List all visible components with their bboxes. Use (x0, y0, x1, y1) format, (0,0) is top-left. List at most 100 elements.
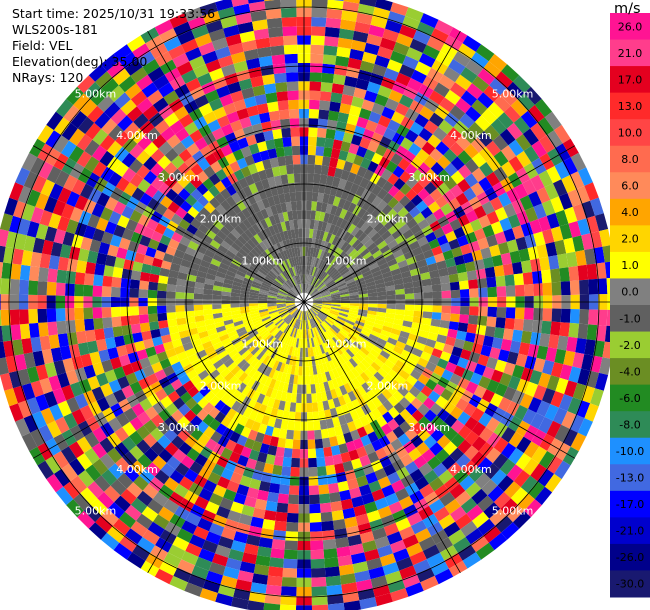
velocity-gate (382, 562, 400, 576)
velocity-gate (346, 478, 359, 490)
velocity-gate (343, 210, 353, 222)
velocity-gate (323, 446, 333, 457)
velocity-gate (337, 480, 350, 492)
velocity-gate (568, 221, 582, 238)
velocity-gate (471, 421, 486, 437)
velocity-gate (348, 449, 360, 461)
velocity-gate (423, 435, 437, 449)
velocity-gate (354, 570, 371, 583)
velocity-gate (313, 303, 323, 306)
velocity-gate (359, 248, 370, 258)
velocity-gate (420, 351, 432, 362)
velocity-gate (428, 201, 441, 214)
velocity-gate (442, 401, 456, 414)
velocity-gate (405, 188, 418, 201)
velocity-gate (533, 308, 543, 321)
velocity-gate (558, 394, 573, 412)
velocity-gate (506, 81, 525, 100)
velocity-gate (331, 378, 340, 389)
velocity-gate (360, 434, 372, 447)
velocity-gate (440, 312, 451, 322)
velocity-gate (321, 221, 328, 232)
velocity-gate (420, 385, 433, 398)
velocity-gate (414, 476, 429, 491)
velocity-gate (538, 216, 551, 232)
velocity-gate (493, 150, 509, 167)
velocity-gate (309, 228, 314, 239)
velocity-gate (353, 323, 364, 330)
velocity-gate (595, 213, 609, 232)
velocity-gate (434, 568, 454, 585)
velocity-gate (429, 269, 440, 279)
velocity-gate (325, 232, 333, 243)
velocity-gate (508, 447, 524, 465)
velocity-gate (350, 251, 360, 261)
velocity-gate (308, 338, 313, 348)
velocity-gate (368, 480, 382, 493)
velocity-gate (354, 352, 364, 362)
velocity-gate (409, 551, 427, 566)
velocity-gate (477, 354, 490, 367)
velocity-gate (352, 215, 362, 227)
velocity-gate (538, 416, 553, 434)
velocity-gate (380, 363, 392, 374)
velocity-gate (483, 502, 501, 519)
velocity-gate (447, 265, 458, 276)
velocity-gate (494, 359, 507, 373)
velocity-gate (527, 343, 540, 358)
velocity-gate (449, 281, 460, 291)
velocity-gate (448, 354, 461, 366)
velocity-gate (343, 351, 352, 361)
velocity-gate (309, 374, 315, 385)
velocity-gate (560, 308, 571, 323)
velocity-gate (488, 532, 508, 551)
velocity-gate (444, 476, 460, 492)
velocity-gate (410, 434, 424, 448)
velocity-gate (356, 446, 368, 459)
velocity-gate (326, 8, 343, 20)
velocity-gate (517, 93, 535, 111)
velocity-gate (501, 442, 517, 459)
velocity-gate (322, 297, 332, 300)
velocity-gate (449, 82, 467, 98)
velocity-gate (384, 317, 395, 324)
velocity-gate (372, 6, 391, 20)
velocity-gate (429, 112, 444, 127)
velocity-gate (391, 229, 403, 240)
velocity-gate (377, 240, 388, 250)
velocity-gate (437, 169, 451, 183)
velocity-gate (491, 337, 503, 350)
velocity-gate (413, 559, 431, 574)
velocity-gate (319, 240, 326, 250)
velocity-gate (351, 399, 361, 410)
velocity-gate (368, 296, 378, 301)
velocity-gate (541, 269, 552, 284)
velocity-gate (364, 548, 380, 562)
velocity-gate (468, 351, 481, 364)
velocity-gate (413, 135, 428, 149)
velocity-gate (395, 340, 406, 350)
velocity-gate (328, 254, 336, 265)
colorbar-tick-label: 8.0 (621, 153, 639, 166)
velocity-gate (312, 297, 323, 301)
velocity-gate (445, 230, 457, 243)
velocity-gate (501, 64, 520, 82)
velocity-gate (311, 307, 319, 314)
velocity-gate (413, 30, 431, 45)
velocity-gate (434, 19, 454, 36)
velocity-gate (402, 573, 421, 589)
velocity-gate (469, 288, 479, 298)
velocity-gate (403, 440, 416, 454)
velocity-gate (518, 248, 531, 262)
velocity-gate (553, 407, 568, 425)
velocity-gate (308, 457, 317, 468)
velocity-gate (530, 258, 542, 272)
velocity-gate (443, 66, 461, 83)
velocity-gate (411, 181, 425, 195)
velocity-gate (348, 310, 359, 315)
velocity-gate (312, 293, 321, 298)
velocity-gate (470, 137, 486, 153)
velocity-gate (330, 293, 341, 297)
velocity-gate (496, 307, 507, 318)
velocity-gate (374, 123, 388, 136)
